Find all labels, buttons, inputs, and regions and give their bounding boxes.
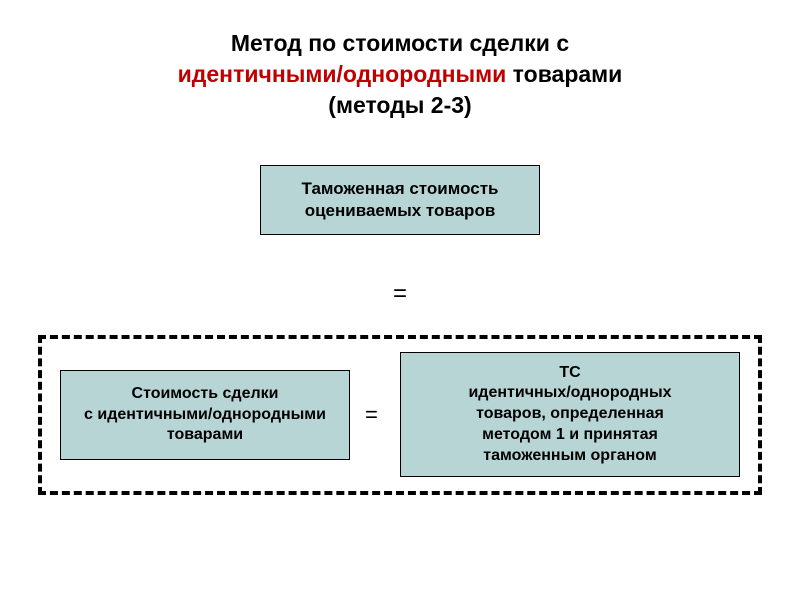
top-box-line2: оцениваемых товаров <box>302 200 499 222</box>
title-line2-rest: товарами <box>506 61 622 87</box>
right-box-line1: ТС <box>468 363 671 384</box>
title-line3: (методы 2-3) <box>328 92 471 118</box>
right-box-customs-method1: ТС идентичных/однородных товаров, опреде… <box>400 352 740 477</box>
title-highlight: идентичными/однородными <box>178 61 507 87</box>
equals-sign-middle: = <box>365 402 378 428</box>
left-box-line1: Стоимость сделки <box>84 384 326 405</box>
title-line1: Метод по стоимости сделки с <box>231 30 569 56</box>
diagram-title: Метод по стоимости сделки с идентичными/… <box>0 0 800 121</box>
left-box-line3: товарами <box>84 425 326 446</box>
left-box-transaction-value: Стоимость сделки с идентичными/однородны… <box>60 370 350 460</box>
top-box-line1: Таможенная стоимость <box>302 178 499 200</box>
right-box-line2: идентичных/однородных <box>468 383 671 404</box>
right-box-line4: методом 1 и принятая <box>468 425 671 446</box>
right-box-line5: таможенным органом <box>468 446 671 467</box>
right-box-line3: товаров, определенная <box>468 404 671 425</box>
left-box-line2: с идентичными/однородными <box>84 405 326 426</box>
equals-sign-center: = <box>0 280 800 308</box>
top-box-customs-value: Таможенная стоимость оцениваемых товаров <box>260 165 540 235</box>
